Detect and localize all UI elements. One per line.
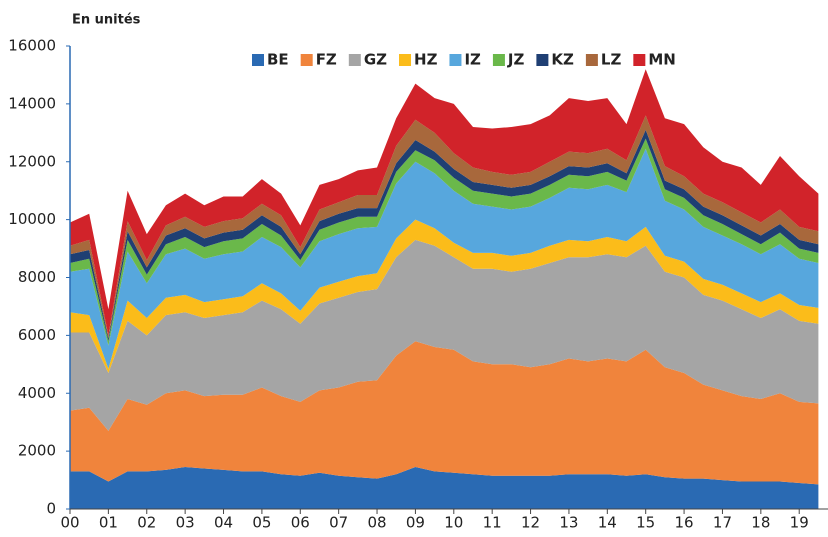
- y-tick-label: 16000: [8, 37, 56, 55]
- legend: BE FZ GZ HZ IZ JZ KZ LZ MN: [252, 51, 676, 69]
- x-tick-label: 13: [559, 514, 578, 532]
- y-tick-label: 10000: [8, 210, 56, 228]
- legend-label: LZ: [601, 51, 622, 69]
- area: [70, 69, 819, 336]
- legend-label: HZ: [414, 51, 438, 69]
- area: [70, 115, 819, 339]
- legend-swatch: [633, 54, 646, 66]
- x-tick-label: 05: [252, 514, 271, 532]
- x-tick-label: 02: [137, 514, 156, 532]
- legend-swatch: [585, 54, 598, 66]
- y-axis-title: En unités: [72, 13, 141, 28]
- area: [70, 219, 819, 373]
- legend-label: FZ: [316, 51, 337, 69]
- area: [70, 239, 819, 431]
- x-tick-label: 03: [176, 514, 195, 532]
- legend-label: KZ: [551, 51, 574, 69]
- y-tick-label: 12000: [8, 152, 56, 170]
- legend-label: JZ: [507, 51, 525, 69]
- y-tick-label: 8000: [18, 268, 56, 286]
- y-tick-label: 6000: [18, 326, 56, 344]
- y-tick-label: 4000: [18, 384, 56, 402]
- x-tick-label: 12: [521, 514, 540, 532]
- area: [70, 148, 819, 369]
- legend-swatch: [449, 54, 462, 66]
- x-tick-label: 06: [291, 514, 310, 532]
- area: [70, 341, 819, 485]
- legend-label: BE: [267, 51, 289, 69]
- x-tick-label: 11: [483, 514, 502, 532]
- legend-swatch: [492, 54, 505, 66]
- legend-label: IZ: [464, 51, 481, 69]
- legend-label: MN: [648, 51, 675, 69]
- legend-swatch: [399, 54, 412, 66]
- y-tick-label: 0: [46, 500, 56, 518]
- x-tick-label: 16: [675, 514, 694, 532]
- x-tick-label: 08: [367, 514, 386, 532]
- x-tick-label: 09: [406, 514, 425, 532]
- area: [70, 138, 819, 346]
- x-tick-label: 15: [636, 514, 655, 532]
- x-tick-label: 18: [751, 514, 770, 532]
- x-tick-label: 19: [790, 514, 809, 532]
- legend-swatch: [300, 54, 313, 66]
- legend-label: GZ: [364, 51, 387, 69]
- legend-swatch: [252, 54, 264, 66]
- x-tick-label: 17: [713, 514, 732, 532]
- x-tick-label: 14: [598, 514, 617, 532]
- legend-swatch: [536, 54, 549, 66]
- x-tick-label: 00: [60, 514, 79, 532]
- y-tick-label: 14000: [8, 94, 56, 112]
- x-tick-label: 07: [329, 514, 348, 532]
- legend-swatch: [348, 54, 361, 66]
- x-tick-label: 01: [99, 514, 118, 532]
- x-tick-label: 10: [444, 514, 463, 532]
- area: [70, 129, 819, 342]
- y-tick-label: 2000: [18, 442, 56, 460]
- area: [70, 467, 819, 509]
- x-tick-label: 04: [214, 514, 233, 532]
